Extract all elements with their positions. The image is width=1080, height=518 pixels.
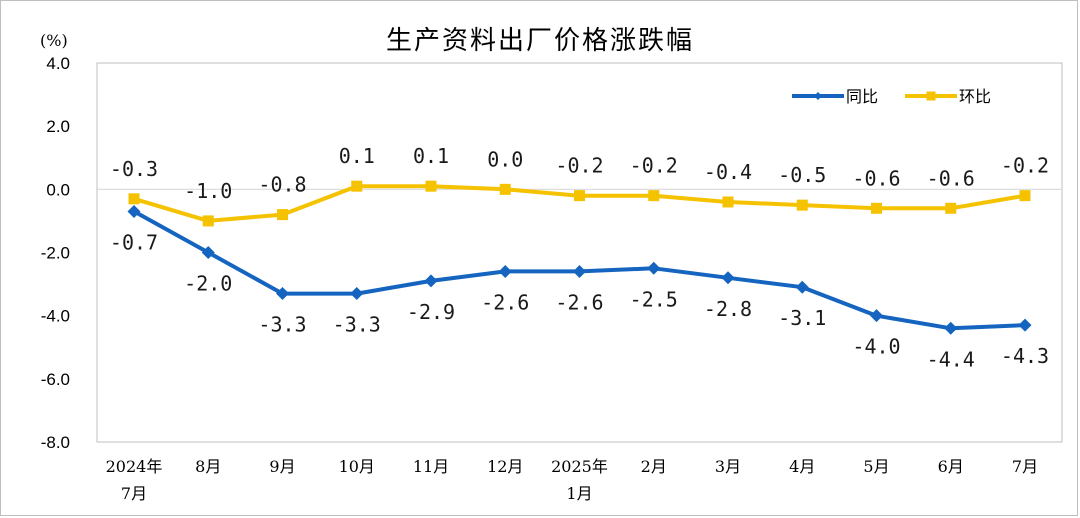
y-tick-label: 4.0 (46, 54, 70, 73)
series-mom: -0.3 -1.0 -0.8 0.1 0.1 0.0 -0.2 -0.2 -0.4 -0.5 -0.… (110, 144, 1049, 227)
data-point-marker (796, 199, 808, 211)
data-label: -0.4 (704, 160, 752, 184)
data-point-marker (573, 264, 586, 278)
data-point-marker (128, 193, 140, 205)
data-point-marker (127, 204, 141, 218)
series-layer: -0.7 -2.0 -3.3 -3.3 -2.9 -2.6 -2.6 -2.5 -2.8 -3.1… (110, 144, 1049, 371)
data-point-marker (795, 280, 809, 294)
data-label: -4.4 (927, 347, 975, 371)
data-point-marker (498, 264, 512, 278)
plot-area (96, 62, 1063, 443)
data-point-marker (425, 180, 437, 192)
data-label: -0.3 (110, 157, 158, 181)
x-tick-label: 5月 (863, 457, 889, 476)
data-point-marker (574, 190, 585, 202)
x-tick-label: 6月 (938, 457, 964, 476)
data-label: -3.3 (258, 313, 306, 337)
y-tick-label: 2.0 (46, 117, 70, 136)
data-label: 0.0 (487, 147, 523, 171)
data-label: -1.0 (184, 179, 232, 203)
x-tick-label: 7月 (1012, 457, 1038, 476)
data-point-marker (276, 287, 289, 301)
data-point-marker (648, 190, 660, 202)
data-label: -4.3 (1001, 344, 1049, 368)
x-tick-label: 2024年 7月 (106, 457, 163, 503)
data-point-marker (1018, 318, 1032, 332)
legend-marker (926, 91, 936, 101)
y-tick-label: -4.0 (41, 307, 70, 326)
legend-label: 环比 (959, 87, 991, 106)
data-point-marker (499, 183, 511, 195)
data-point-marker (871, 202, 882, 214)
y-tick-label: -8.0 (41, 433, 70, 452)
x-tick-label: 3月 (715, 457, 741, 476)
x-tick-label: 11月 (413, 457, 449, 476)
legend-item: 同比 (792, 87, 878, 106)
data-point-marker (722, 196, 734, 208)
data-point-marker (350, 287, 364, 301)
y-axis-unit-label: (%) (40, 31, 68, 50)
x-axis: 2024年 7月 8月 9月 10月 11月 12月 2025年 1月 2月 3月 4月 5月 6月 7月 (106, 457, 1038, 503)
legend-label: 同比 (846, 87, 878, 106)
y-tick-label: 0.0 (46, 180, 70, 199)
legend: 同比 环比 (792, 87, 991, 106)
x-tick-label: 2月 (641, 457, 667, 476)
data-label: -0.6 (852, 166, 900, 190)
data-label: -0.2 (1001, 154, 1049, 178)
data-label: -4.0 (852, 335, 900, 359)
x-tick-label: 4月 (789, 457, 815, 476)
data-label: -3.3 (333, 313, 381, 337)
data-label: -3.1 (778, 306, 826, 330)
data-label: -2.6 (555, 290, 603, 314)
data-label: 0.1 (339, 144, 375, 168)
data-label: 0.1 (413, 144, 449, 168)
data-point-marker (1019, 190, 1031, 202)
legend-marker (814, 92, 822, 100)
data-label: -0.2 (630, 154, 678, 178)
data-label: -2.9 (407, 300, 455, 324)
data-label: -0.5 (778, 163, 826, 187)
y-tick-label: -6.0 (41, 370, 70, 389)
data-point-marker (721, 271, 735, 285)
legend-item: 环比 (905, 87, 991, 106)
data-point-marker (424, 274, 438, 288)
x-tick-label: 2025年 1月 (551, 457, 608, 503)
series-yoy: -0.7 -2.0 -3.3 -3.3 -2.9 -2.6 -2.6 -2.5 -2.8 -3.1… (110, 204, 1049, 371)
data-label: -0.6 (927, 166, 975, 190)
x-tick-label: 12月 (487, 457, 523, 476)
data-label: -0.2 (555, 154, 603, 178)
data-label: -2.6 (481, 290, 529, 314)
data-label: -2.0 (184, 272, 232, 296)
x-tick-label: 9月 (269, 457, 295, 476)
data-point-marker (201, 246, 215, 259)
data-label: -0.7 (110, 230, 158, 254)
x-tick-label: 8月 (195, 457, 221, 476)
data-label: -2.5 (630, 287, 678, 311)
x-tick-label: 10月 (339, 457, 375, 476)
data-point-marker (351, 180, 363, 192)
data-point-marker (945, 202, 957, 214)
y-tick-label: -2.0 (41, 244, 70, 263)
data-point-marker (277, 209, 288, 221)
y-axis: 4.0 2.0 0.0 -2.0 -4.0 -6.0 -8.0 (41, 54, 70, 452)
data-label: -2.8 (704, 297, 752, 321)
data-point-marker (202, 215, 214, 227)
data-point-marker (944, 321, 958, 335)
chart-title: 生产资料出厂价格涨跌幅 (385, 26, 694, 56)
data-point-marker (647, 261, 661, 275)
data-point-marker (870, 309, 883, 323)
data-label: -0.8 (258, 173, 306, 197)
